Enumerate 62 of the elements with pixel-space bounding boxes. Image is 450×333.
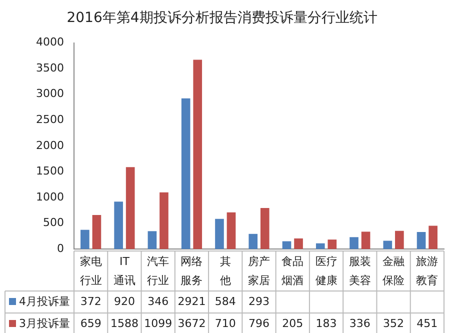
data-label: 336 (349, 316, 370, 330)
bar (226, 212, 236, 249)
bar (282, 241, 292, 249)
bar (92, 215, 102, 249)
x-tick-label: 服装美容 (348, 254, 371, 287)
bar (316, 243, 325, 249)
x-tick-label: 其他 (220, 254, 231, 287)
y-tick-label: 3500 (36, 61, 64, 74)
bar (248, 234, 258, 249)
y-tick-label: 2500 (36, 112, 64, 126)
data-label: 920 (114, 294, 135, 308)
y-tick-label: 4000 (36, 36, 64, 49)
x-tick-label: 金融保险 (382, 254, 405, 287)
x-tick-label: 旅游教育 (416, 254, 438, 287)
bar (416, 232, 426, 249)
data-label: 1099 (144, 316, 172, 330)
data-label: 796 (248, 316, 270, 330)
x-tick-label: 房产家居 (248, 254, 270, 287)
y-tick-label: 0 (57, 242, 64, 255)
data-label: 659 (80, 316, 102, 330)
bar (114, 202, 123, 249)
x-tick-label: 食品烟酒 (282, 254, 304, 287)
y-tick-label: 500 (43, 216, 64, 230)
x-tick-label: IT通讯 (113, 254, 136, 287)
bar (160, 192, 168, 249)
bar (215, 218, 224, 249)
data-label: 205 (282, 316, 304, 330)
chart-title: 2016年第4期投诉分析报告消费投诉量分行业统计 (66, 10, 378, 26)
bar (294, 238, 303, 249)
bar (395, 230, 404, 249)
x-tick-label: 医疗健康 (315, 254, 338, 287)
data-label: 710 (214, 316, 236, 330)
data-label: 1588 (110, 316, 138, 330)
y-tick-label: 1000 (36, 190, 64, 204)
bar (328, 240, 337, 249)
x-tick-label: 汽车行业 (147, 254, 170, 287)
data-label: 3672 (178, 316, 206, 330)
data-label: 2921 (178, 294, 206, 308)
data-label: 584 (214, 294, 236, 308)
data-label: 346 (148, 294, 169, 308)
bar (361, 232, 370, 249)
x-tick-label: 网络服务 (180, 254, 203, 287)
y-tick-label: 2000 (36, 138, 64, 152)
bar (193, 60, 202, 249)
bar (80, 230, 90, 249)
bar (383, 240, 392, 249)
bar (181, 98, 190, 249)
legend-label: 4月投诉量 (19, 294, 70, 308)
data-label: 352 (383, 316, 404, 330)
data-label: 372 (80, 294, 102, 308)
bar (148, 231, 157, 249)
y-tick-label: 1500 (36, 164, 64, 178)
y-tick-label: 3000 (36, 87, 64, 100)
bar (350, 237, 358, 249)
data-label: 293 (248, 294, 270, 308)
bar (126, 167, 135, 249)
x-tick-label: 家电行业 (80, 254, 102, 287)
data-label: 183 (316, 316, 337, 330)
bar (428, 226, 438, 249)
legend-label: 3月投诉量 (19, 316, 70, 330)
bar (260, 208, 270, 249)
data-label: 451 (416, 316, 438, 330)
